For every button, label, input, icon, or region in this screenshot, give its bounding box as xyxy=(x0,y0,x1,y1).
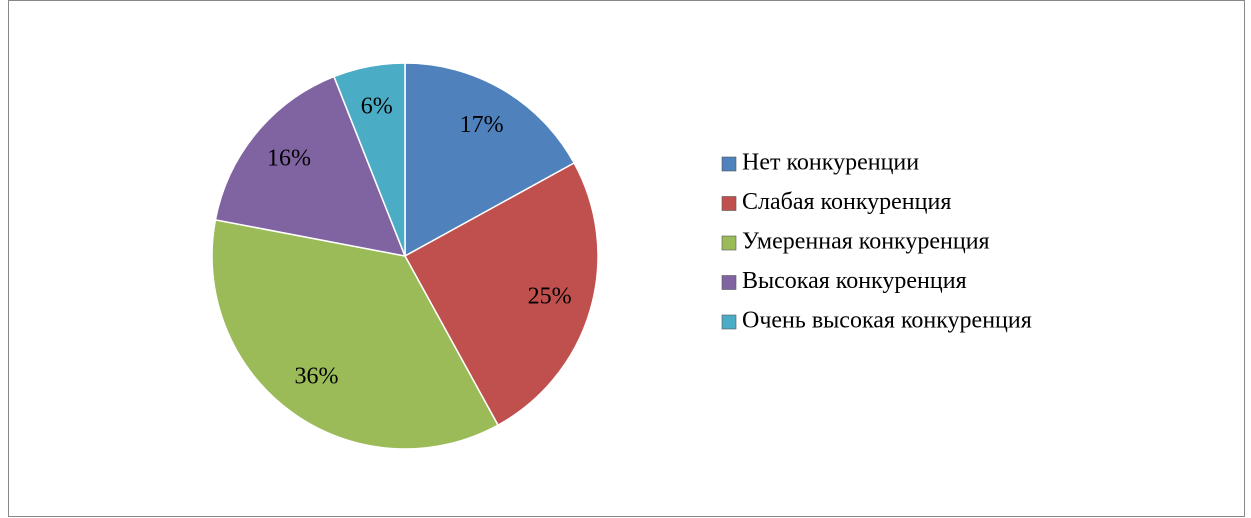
legend-swatch xyxy=(721,156,737,172)
legend-swatch xyxy=(721,275,737,290)
pie-slice xyxy=(404,62,576,258)
legend-swatch xyxy=(721,196,737,211)
legend-label: Высокая конкуренция xyxy=(742,268,967,294)
data-label: 16% xyxy=(267,146,311,172)
chart-frame xyxy=(8,0,1245,517)
data-label: 17% xyxy=(460,112,504,138)
pie-slice xyxy=(211,218,499,450)
legend-label: Нет конкуренции xyxy=(742,150,919,176)
legend-label: Слабая конкуренция xyxy=(742,189,951,215)
data-label: 36% xyxy=(295,363,339,389)
legend-label: Умеренная конкуренция xyxy=(742,229,990,255)
legend-swatch xyxy=(721,314,737,330)
data-label: 25% xyxy=(528,283,572,309)
pie-slice xyxy=(332,62,406,257)
data-label: 6% xyxy=(361,94,393,120)
legend-swatch xyxy=(721,235,737,251)
legend-label: Очень высокая конкуренция xyxy=(742,308,1032,334)
pie-slice xyxy=(214,75,407,257)
pie-slice xyxy=(403,162,599,427)
